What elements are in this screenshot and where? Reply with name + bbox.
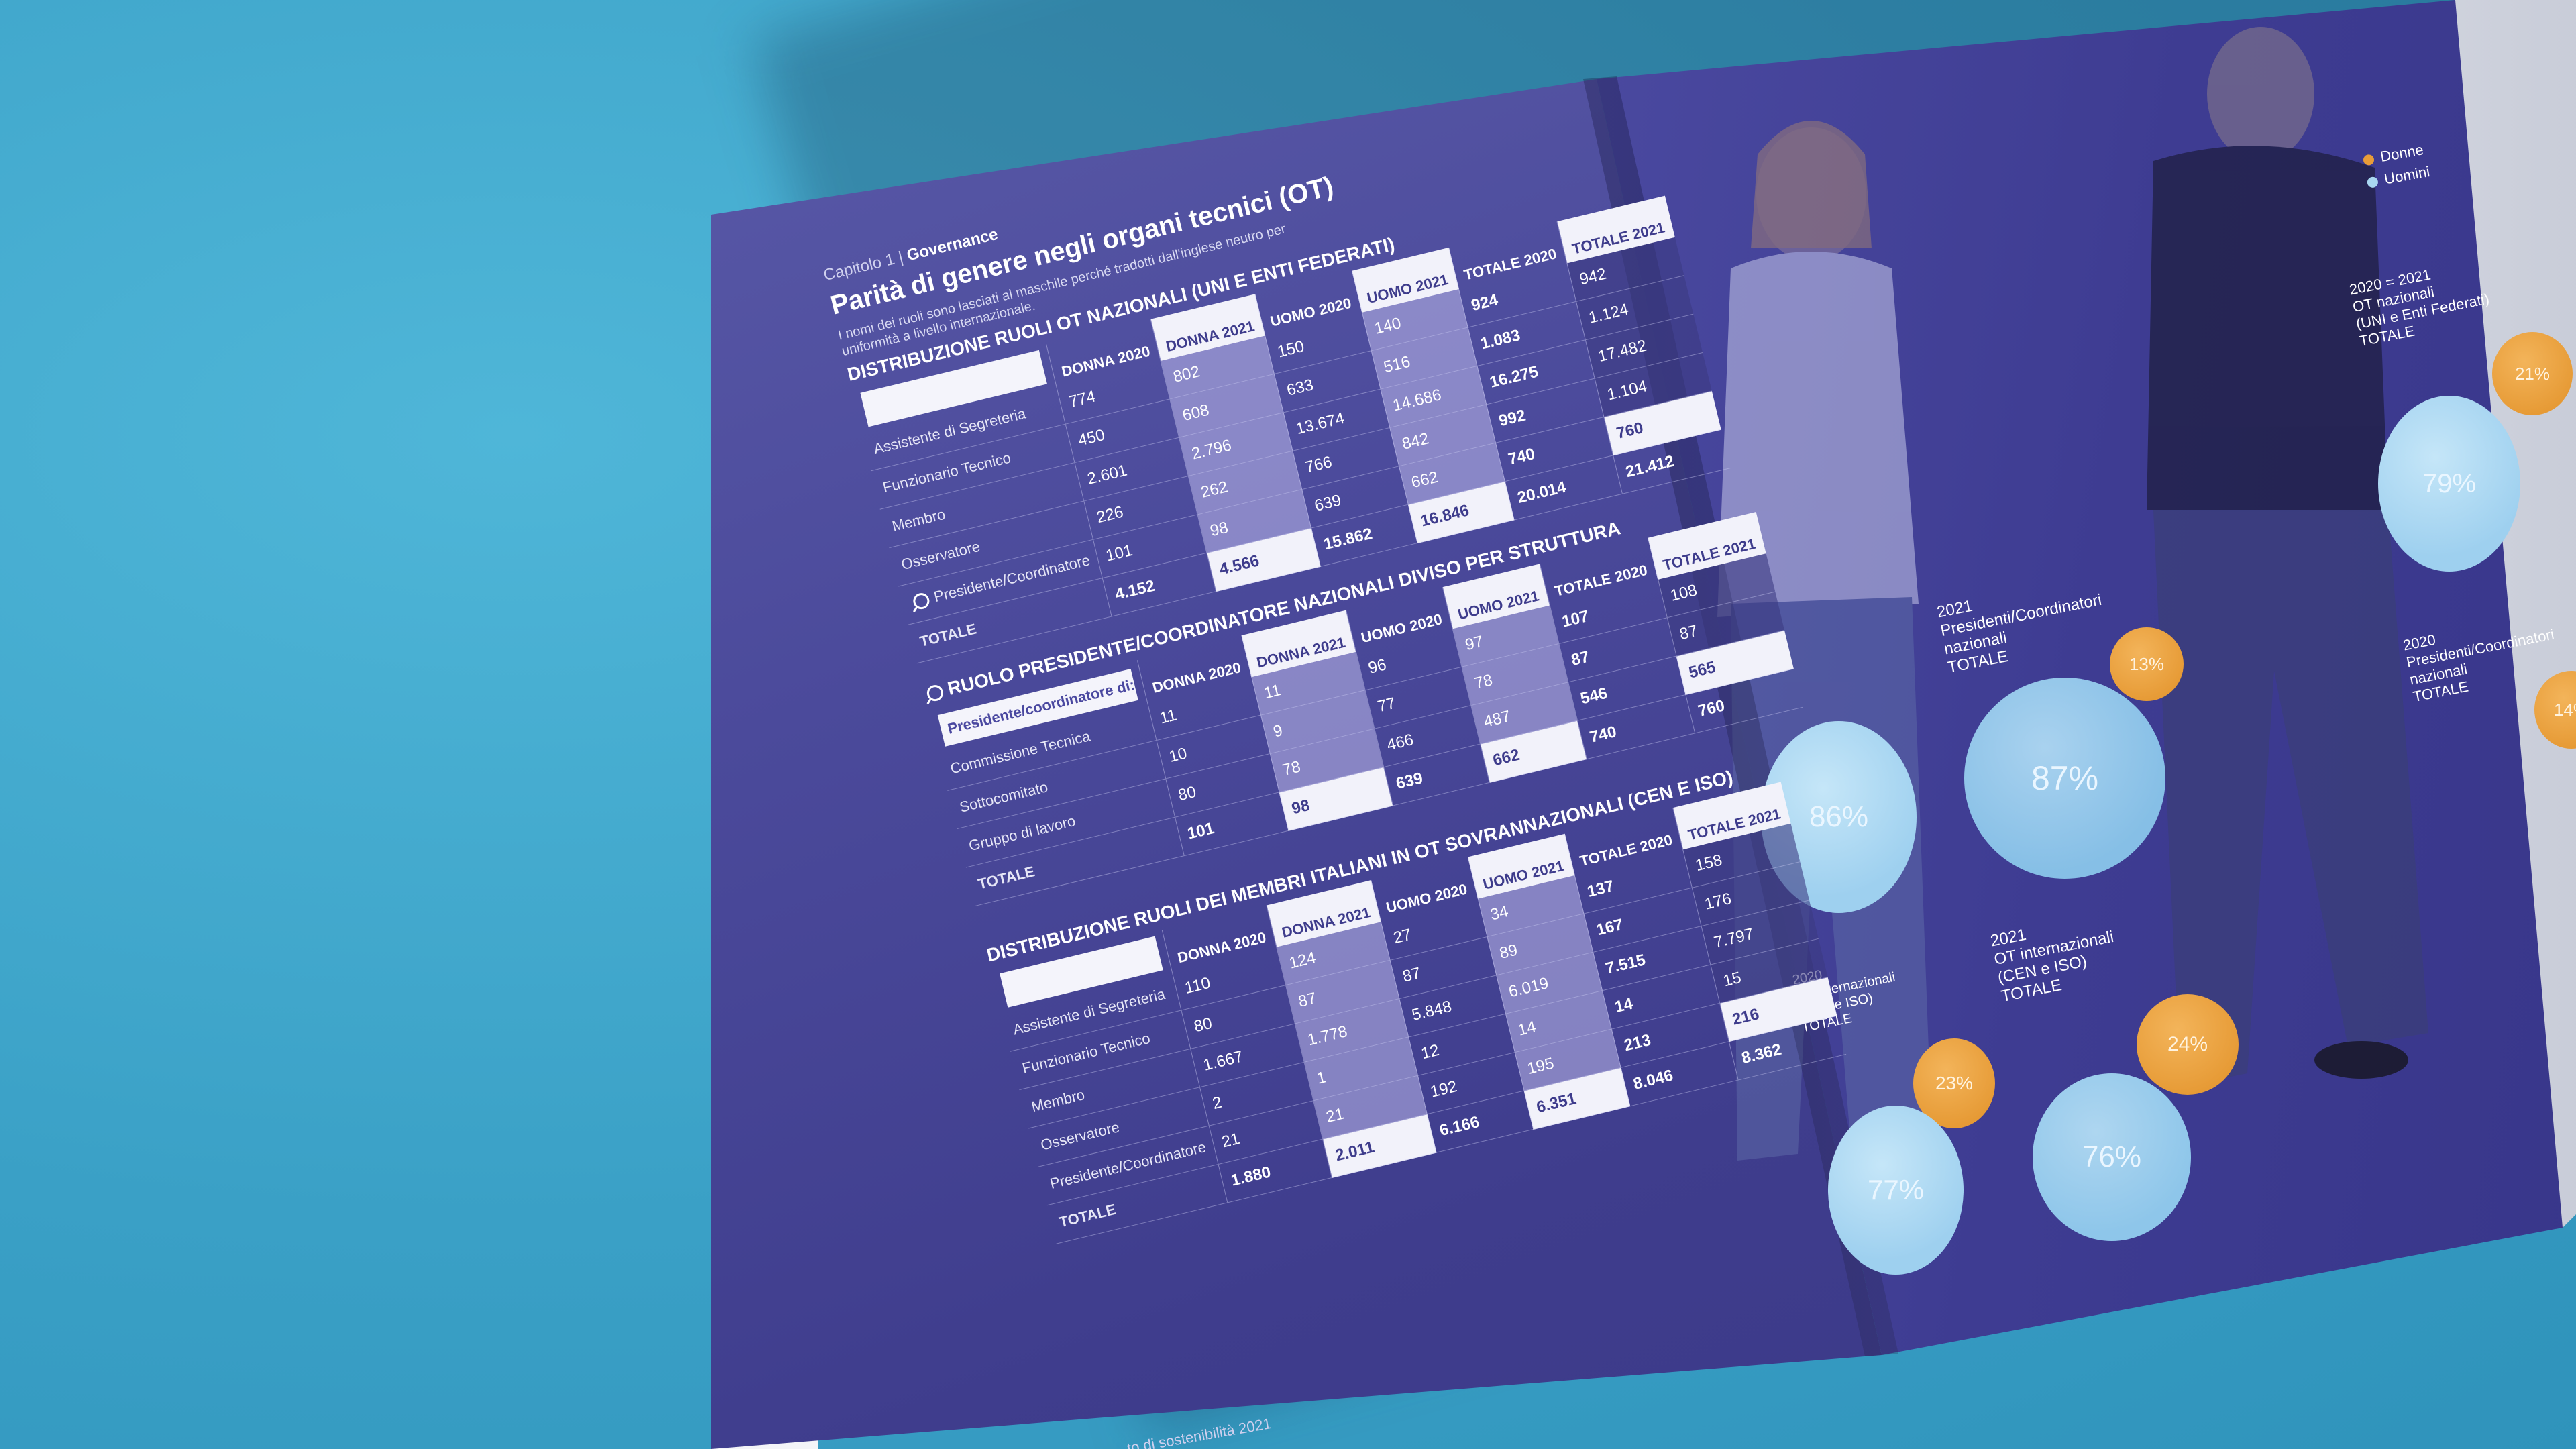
- chart5-women-value: 24%: [2167, 1033, 2208, 1055]
- chart4-men-bubble: 77%: [1828, 1106, 1964, 1275]
- chart4-women-value: 23%: [1935, 1073, 1974, 1093]
- chart3-men-value: 87%: [2031, 759, 2099, 797]
- chart1-women-value: 21%: [2514, 363, 2551, 384]
- man-figure: [2147, 27, 2428, 1087]
- magnifier-icon: [909, 592, 930, 612]
- chart2-men-value: 86%: [1809, 800, 1869, 833]
- chart5-label: 2021 OT internazionali (CEN e ISO) TOTAL…: [1989, 909, 2123, 1006]
- chart1-women-bubble: 21%: [2492, 332, 2573, 415]
- chart4-women-bubble: 23%: [1913, 1038, 1995, 1128]
- chart3-women-value: 13%: [2129, 653, 2165, 674]
- chart4-men-value: 77%: [1867, 1174, 1925, 1205]
- chart3-women-bubble: 13%: [2110, 627, 2184, 701]
- chart1-men-value: 79%: [2422, 468, 2477, 498]
- chart3-men-bubble: 87%: [1964, 678, 2165, 879]
- chart3-label: 2021 Presidenti/Coordinatori nazionali T…: [1935, 572, 2110, 678]
- chart5-men-value: 76%: [2082, 1140, 2142, 1173]
- magnifier-icon: [922, 684, 943, 704]
- left-page-content: Capitolo 1 | Governance Parità di genere…: [822, 71, 1935, 1449]
- chart5-women-bubble: 24%: [2137, 994, 2239, 1095]
- chart2-women-value: 14%: [2553, 699, 2576, 720]
- chart5-men-bubble: 76%: [2033, 1073, 2191, 1241]
- chart1-men-bubble: 79%: [2378, 396, 2520, 572]
